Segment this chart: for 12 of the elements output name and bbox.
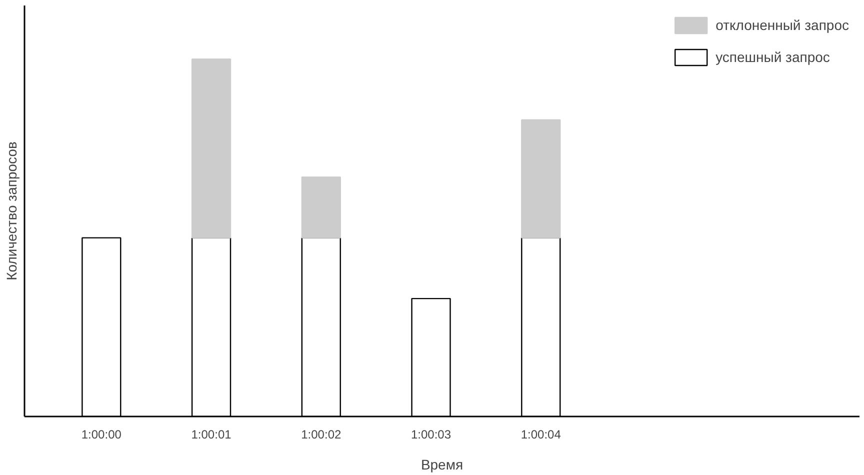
legend-label: успешный запрос (716, 49, 830, 65)
bar (521, 119, 561, 238)
bar (191, 58, 232, 238)
bar (301, 176, 341, 238)
x-tick-label: 1:00:04 (520, 428, 562, 442)
x-tick-label: 1:00:03 (410, 428, 452, 442)
x-axis-title: Время (420, 456, 464, 472)
x-tick-label: 1:00:01 (191, 428, 232, 442)
x-tick-label: 1:00:02 (301, 428, 342, 442)
legend-label: отклоненный запрос (716, 17, 849, 33)
y-axis-title: Количество запросов (4, 142, 20, 280)
x-tick-label: 1:00:00 (81, 428, 122, 442)
